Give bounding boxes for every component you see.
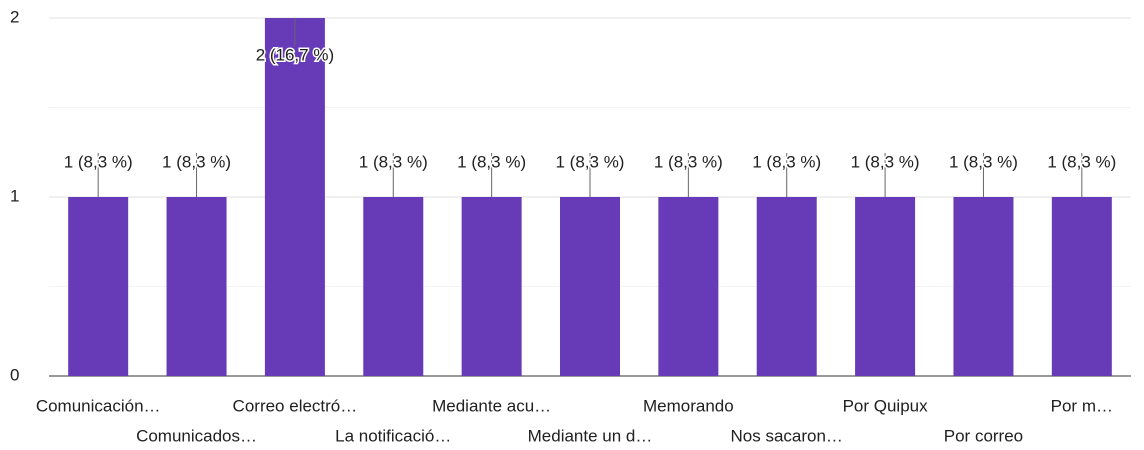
bar bbox=[756, 197, 817, 376]
y-tick-label: 0 bbox=[10, 365, 19, 384]
x-tick-label: Comunicación… bbox=[36, 396, 161, 415]
x-tick-label: Mediante un d… bbox=[528, 426, 653, 445]
bar bbox=[68, 197, 129, 376]
value-label: 1 (8,3 %) bbox=[64, 152, 133, 171]
x-tick-label: Comunicados… bbox=[136, 426, 257, 445]
value-label: 1 (8,3 %) bbox=[162, 152, 231, 171]
x-tick-label: Por m… bbox=[1051, 396, 1113, 415]
bar bbox=[1051, 197, 1112, 376]
bar bbox=[658, 197, 719, 376]
x-tick-label: Correo electró… bbox=[233, 396, 358, 415]
y-tick-label: 1 bbox=[10, 186, 19, 205]
bar bbox=[855, 197, 916, 376]
value-label: 1 (8,3 %) bbox=[654, 152, 723, 171]
value-label: 1 (8,3 %) bbox=[359, 152, 428, 171]
x-tick-label: Mediante acu… bbox=[432, 396, 551, 415]
bar bbox=[953, 197, 1014, 376]
y-tick-label: 2 bbox=[10, 7, 19, 26]
x-tick-label: Memorando bbox=[643, 396, 734, 415]
bar bbox=[461, 197, 522, 376]
bar bbox=[166, 197, 227, 376]
x-tick-label: Por correo bbox=[944, 426, 1023, 445]
value-label: 1 (8,3 %) bbox=[1047, 152, 1116, 171]
value-label: 1 (8,3 %) bbox=[556, 152, 625, 171]
value-label: 1 (8,3 %) bbox=[752, 152, 821, 171]
bar bbox=[560, 197, 620, 376]
bar bbox=[264, 18, 325, 376]
x-tick-label: Por Quipux bbox=[843, 396, 929, 415]
x-tick-label: La notificació… bbox=[335, 426, 451, 445]
bar bbox=[363, 197, 424, 376]
value-label: 1 (8,3 %) bbox=[851, 152, 920, 171]
value-label: 1 (8,3 %) bbox=[949, 152, 1018, 171]
x-tick-label: Nos sacaron… bbox=[731, 426, 843, 445]
value-label: 1 (8,3 %) bbox=[457, 152, 526, 171]
value-label: 2 (16,7 %) bbox=[256, 45, 334, 64]
